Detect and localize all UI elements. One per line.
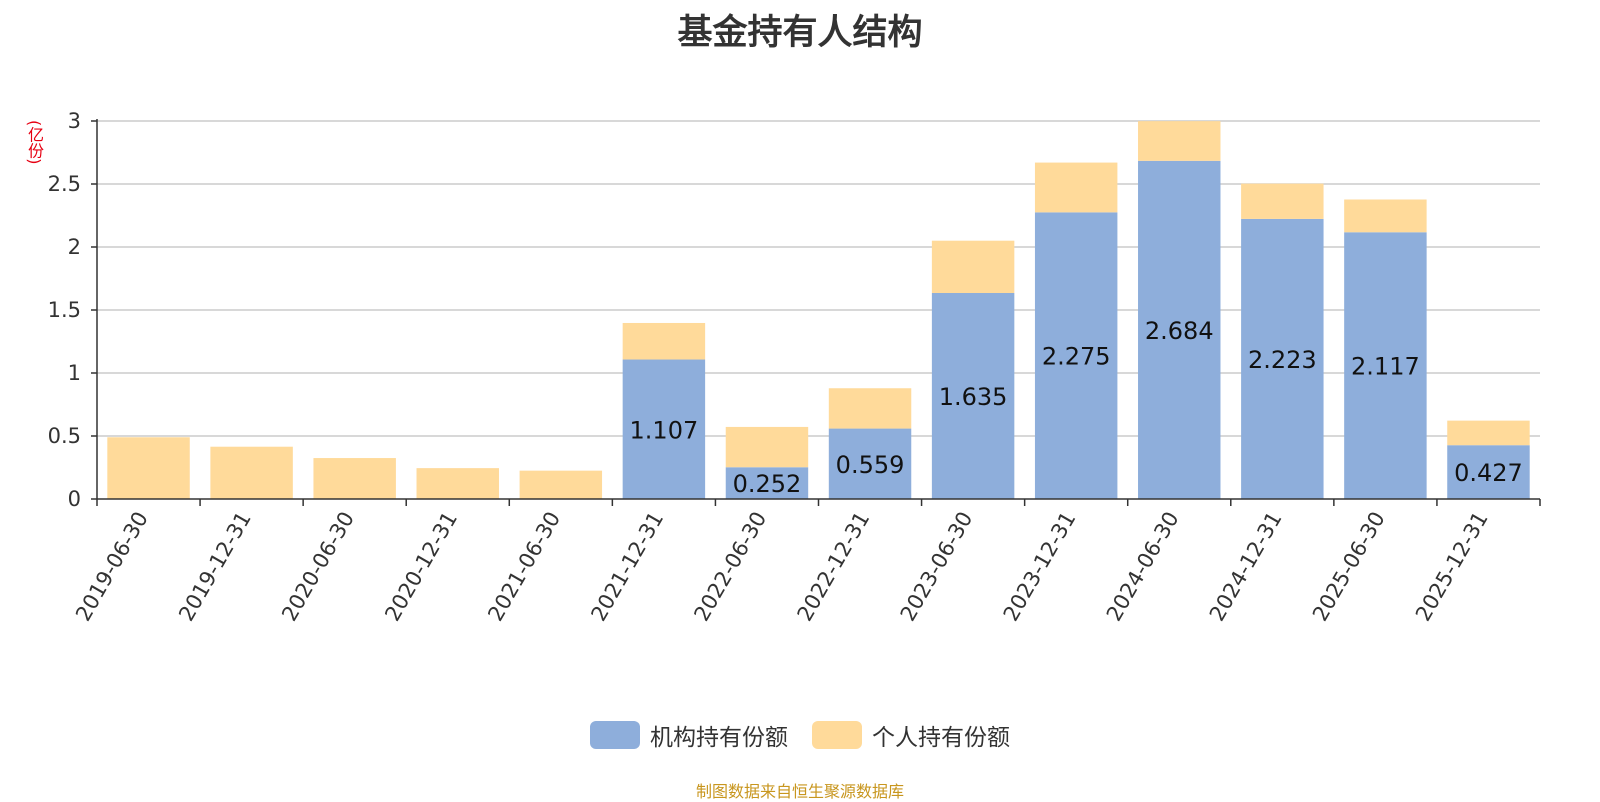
x-tick-label: 2019-06-30 <box>71 508 153 626</box>
x-tick-label: 2023-12-31 <box>999 508 1081 626</box>
bar-chart: 0 0.5 1 1.5 2 2.5 3 2019-06-30 2019-12-31 2020-06… <box>48 109 1541 626</box>
x-tick-label: 2020-12-31 <box>380 508 462 626</box>
bar-institutional <box>1034 212 1118 499</box>
y-tick-label: 1.5 <box>48 298 81 322</box>
bar-institutional <box>1344 232 1427 499</box>
bar-individual <box>1034 162 1118 213</box>
legend-label-individual: 个人持有份额 <box>872 725 1010 751</box>
bar-institutional <box>725 467 809 499</box>
x-tick-label: 2024-06-30 <box>1102 508 1184 626</box>
bar-institutional <box>622 359 706 499</box>
x-tick-label: 2022-12-31 <box>793 508 875 626</box>
bar-individual <box>931 240 1015 293</box>
y-tick-label: 0 <box>68 487 81 511</box>
y-tick-label: 3 <box>68 109 81 133</box>
axes <box>91 119 1541 506</box>
y-tick-label: 0.5 <box>48 424 81 448</box>
y-tick-label: 1 <box>68 361 81 385</box>
legend-swatch-institutional <box>590 721 640 749</box>
bar-individual <box>1344 199 1427 233</box>
x-tick-label: 2025-12-31 <box>1411 508 1493 626</box>
bar-individual <box>416 468 499 499</box>
x-tick-label: 2019-12-31 <box>174 508 256 626</box>
bar-value-label: 0.559 <box>836 451 905 479</box>
bar-individual <box>1138 121 1221 161</box>
bar-individual <box>519 470 603 499</box>
bar-value-label: 0.252 <box>733 470 802 498</box>
y-axis-unit: (亿份) <box>25 120 44 165</box>
bar-institutional <box>1447 445 1530 499</box>
bar-value-label: 1.635 <box>939 383 1008 411</box>
bar-individual <box>107 437 190 499</box>
data-source-note: 制图数据来自恒生聚源数据库 <box>695 782 904 801</box>
bar-value-label: 2.223 <box>1248 346 1317 374</box>
x-tick-label: 2020-06-30 <box>277 508 359 626</box>
bar-institutional <box>931 292 1015 499</box>
bar-individual <box>1447 420 1530 446</box>
bar-institutional <box>828 428 912 499</box>
bars <box>107 121 1530 500</box>
x-tick-label: 2022-06-30 <box>689 508 771 626</box>
bar-individual <box>828 388 912 429</box>
bar-value-label: 2.275 <box>1042 343 1111 371</box>
bar-institutional <box>1138 160 1221 500</box>
y-tick-label: 2.5 <box>48 172 81 196</box>
bar-individual <box>622 322 706 360</box>
bar-value-label: 2.117 <box>1351 353 1420 381</box>
bar-value-label: 1.107 <box>630 416 699 444</box>
legend-item-individual[interactable]: 个人持有份额 <box>812 718 1010 752</box>
bar-individual <box>1241 183 1324 219</box>
x-tick-label: 2021-06-30 <box>483 508 565 626</box>
legend-item-institutional[interactable]: 机构持有份额 <box>590 718 788 752</box>
legend: 机构持有份额 个人持有份额 <box>0 718 1600 752</box>
bar-value-label: 0.427 <box>1454 459 1523 487</box>
bar-individual <box>210 446 293 499</box>
x-tick-label: 2023-06-30 <box>896 508 978 626</box>
x-tick-label: 2024-12-31 <box>1205 508 1287 626</box>
bar-individual <box>725 426 809 468</box>
bar-institutional <box>1241 218 1324 500</box>
legend-label-institutional: 机构持有份额 <box>650 725 788 751</box>
chart-title: 基金持有人结构 <box>677 13 923 53</box>
x-tick-label: 2021-12-31 <box>586 508 668 626</box>
x-tick-label: 2025-06-30 <box>1308 508 1390 626</box>
bar-value-label: 2.684 <box>1145 317 1214 345</box>
legend-swatch-individual <box>812 721 862 749</box>
y-tick-label: 2 <box>68 235 81 259</box>
bar-individual <box>313 458 396 499</box>
